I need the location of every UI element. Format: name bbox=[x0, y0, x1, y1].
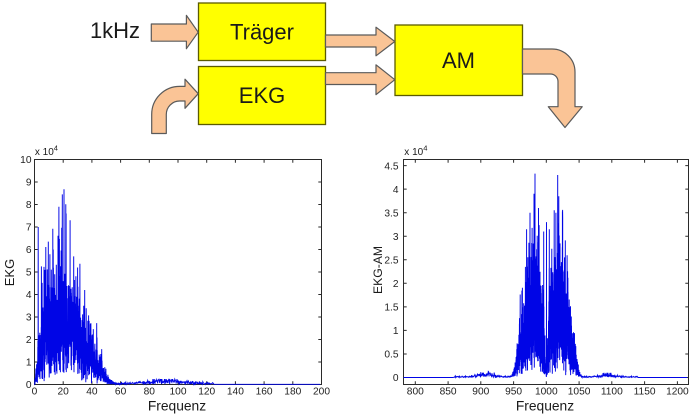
svg-text:120: 120 bbox=[198, 386, 215, 397]
svg-text:9: 9 bbox=[26, 178, 32, 189]
svg-text:EKG: EKG bbox=[2, 259, 17, 286]
svg-text:5: 5 bbox=[26, 268, 32, 279]
svg-text:3.5: 3.5 bbox=[384, 208, 398, 219]
svg-text:1: 1 bbox=[26, 358, 32, 369]
svg-text:60: 60 bbox=[115, 386, 127, 397]
svg-text:2: 2 bbox=[26, 335, 32, 346]
svg-text:3: 3 bbox=[26, 313, 32, 324]
svg-text:180: 180 bbox=[284, 386, 301, 397]
svg-text:800: 800 bbox=[407, 386, 424, 397]
svg-text:1000: 1000 bbox=[535, 386, 558, 397]
svg-text:Frequenz: Frequenz bbox=[516, 399, 574, 414]
svg-text:1100: 1100 bbox=[601, 386, 623, 397]
svg-text:4: 4 bbox=[26, 290, 32, 301]
svg-text:1.5: 1.5 bbox=[384, 303, 398, 314]
svg-text:Träger: Träger bbox=[230, 20, 294, 45]
svg-text:4: 4 bbox=[393, 185, 399, 196]
svg-text:2.5: 2.5 bbox=[384, 256, 398, 267]
svg-text:6: 6 bbox=[26, 245, 32, 256]
svg-text:0: 0 bbox=[32, 386, 38, 397]
svg-text:100: 100 bbox=[170, 386, 187, 397]
svg-text:4.5: 4.5 bbox=[384, 161, 398, 172]
svg-text:160: 160 bbox=[256, 386, 273, 397]
svg-text:10: 10 bbox=[20, 155, 32, 166]
svg-text:Frequenz: Frequenz bbox=[148, 399, 206, 414]
svg-text:3: 3 bbox=[393, 232, 399, 243]
svg-text:7: 7 bbox=[26, 223, 32, 234]
svg-text:EKG: EKG bbox=[239, 83, 285, 108]
svg-text:0.5: 0.5 bbox=[384, 350, 398, 361]
svg-text:900: 900 bbox=[472, 386, 489, 397]
svg-text:1150: 1150 bbox=[634, 386, 656, 397]
svg-text:950: 950 bbox=[505, 386, 522, 397]
svg-text:40: 40 bbox=[86, 386, 98, 397]
svg-text:1200: 1200 bbox=[666, 386, 689, 397]
svg-text:20: 20 bbox=[58, 386, 70, 397]
svg-text:1050: 1050 bbox=[568, 386, 591, 397]
svg-text:0: 0 bbox=[393, 373, 399, 384]
svg-text:8: 8 bbox=[26, 200, 32, 211]
svg-text:850: 850 bbox=[440, 386, 457, 397]
svg-text:x 104: x 104 bbox=[35, 143, 58, 158]
svg-text:0: 0 bbox=[26, 380, 32, 391]
svg-text:EKG-AM: EKG-AM bbox=[371, 246, 385, 294]
svg-text:2: 2 bbox=[393, 279, 399, 290]
svg-text:x 104: x 104 bbox=[404, 143, 427, 158]
svg-text:1kHz: 1kHz bbox=[90, 18, 140, 43]
svg-text:140: 140 bbox=[227, 386, 244, 397]
svg-text:1: 1 bbox=[393, 326, 399, 337]
svg-text:80: 80 bbox=[144, 386, 156, 397]
svg-text:AM: AM bbox=[442, 48, 475, 73]
svg-text:200: 200 bbox=[313, 386, 330, 397]
